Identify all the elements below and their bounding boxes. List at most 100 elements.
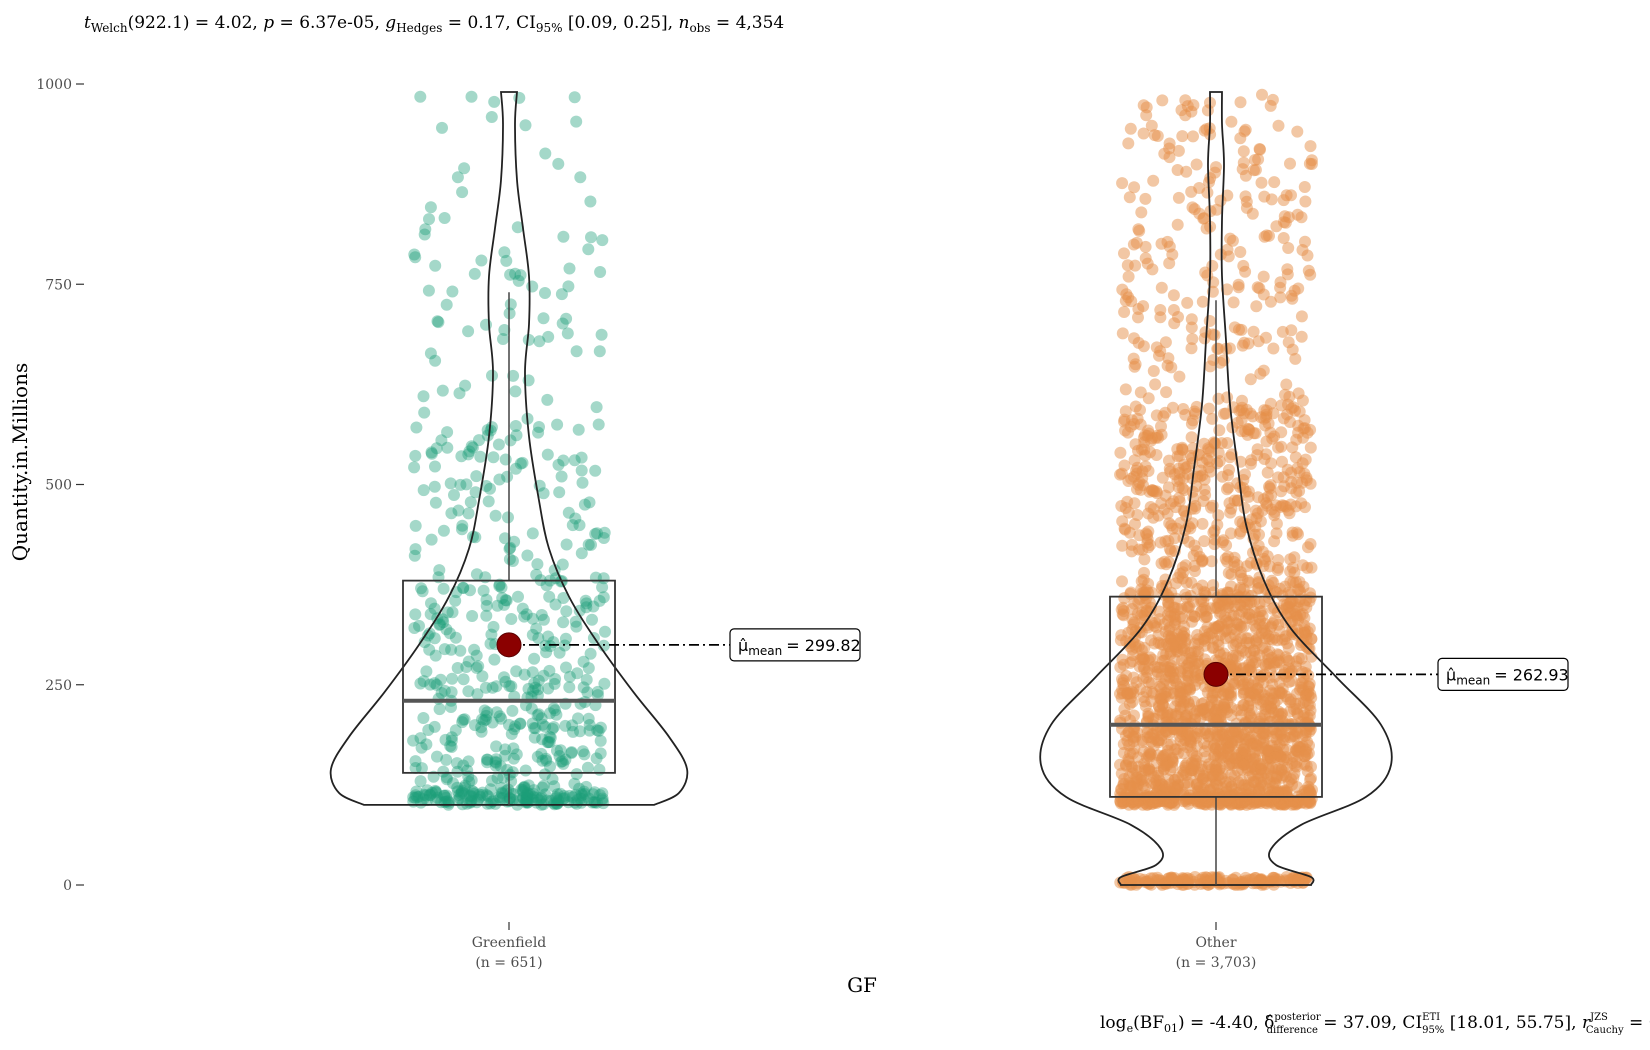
scatter-point xyxy=(527,685,540,697)
scatter-point xyxy=(478,714,490,727)
mean-group-greenfield: μ̂mean = 299.82 xyxy=(496,628,861,662)
scatter-point xyxy=(477,584,490,597)
scatter-point xyxy=(1251,792,1264,805)
scatter-point xyxy=(553,486,566,499)
scatter-point xyxy=(1117,674,1130,687)
scatter-point xyxy=(1132,303,1145,315)
scatter-point xyxy=(531,750,544,763)
scatter-point xyxy=(512,274,525,287)
scatter-point xyxy=(518,781,531,794)
scatter-point xyxy=(498,246,511,259)
scatter-point xyxy=(1268,751,1281,764)
scatter-point xyxy=(1147,728,1160,741)
scatter-point xyxy=(1167,304,1180,316)
scatter-point xyxy=(540,754,553,767)
scatter-point xyxy=(575,464,588,477)
scatter-point xyxy=(1291,687,1303,700)
scatter-point xyxy=(1175,602,1188,615)
scatter-point xyxy=(493,473,506,486)
scatter-point xyxy=(502,511,514,524)
scatter-point xyxy=(539,639,552,652)
scatter-point xyxy=(1164,497,1177,510)
scatter-point xyxy=(482,495,495,508)
scatter-point xyxy=(1295,497,1308,510)
scatter-point xyxy=(456,519,469,532)
scatter-point xyxy=(535,791,548,804)
scatter-point xyxy=(562,796,575,809)
scatter-point xyxy=(1205,695,1218,707)
scatter-point xyxy=(1181,741,1194,754)
scatter-point xyxy=(1136,734,1149,747)
boxplot-greenfield xyxy=(402,292,616,805)
scatter-point xyxy=(1153,349,1165,362)
scatter-point xyxy=(1206,412,1219,425)
scatter-point xyxy=(595,328,608,341)
scatter-point xyxy=(408,622,421,634)
scatter-point xyxy=(1242,632,1254,645)
scatter-point xyxy=(1221,283,1233,296)
scatter-point xyxy=(503,680,516,693)
scatter-point xyxy=(415,762,428,775)
scatter-point xyxy=(530,791,543,804)
scatter-point xyxy=(418,406,431,419)
scatter-point xyxy=(422,284,435,297)
scatter-point xyxy=(1228,560,1241,573)
scatter-point xyxy=(497,771,510,784)
scatter-point xyxy=(1292,583,1305,596)
scatter-point xyxy=(466,610,479,622)
scatter-point xyxy=(1144,539,1156,551)
scatter-point xyxy=(440,623,453,636)
scatter-point xyxy=(539,287,551,299)
scatter-point xyxy=(1118,247,1130,260)
scatter-point xyxy=(532,708,545,721)
scatter-point xyxy=(414,90,427,103)
scatter-point xyxy=(1183,683,1196,695)
scatter-point xyxy=(584,195,597,208)
scatter-point xyxy=(484,637,497,650)
scatter-point xyxy=(496,792,509,805)
scatter-point xyxy=(1127,671,1140,684)
scatter-point xyxy=(422,629,435,642)
scatter-point xyxy=(542,736,555,749)
scatter-point xyxy=(503,553,516,566)
scatter-point xyxy=(499,594,512,607)
scatter-point xyxy=(445,734,458,747)
scatter-point xyxy=(424,608,437,621)
scatter-point xyxy=(533,335,546,348)
scatter-point xyxy=(1139,597,1152,610)
mean-point xyxy=(496,632,522,658)
scatter-point xyxy=(469,719,481,732)
scatter-point xyxy=(507,742,520,755)
scatter-point xyxy=(535,712,548,725)
scatter-point xyxy=(481,706,494,719)
scatter-point xyxy=(1302,541,1314,554)
scatter-point xyxy=(500,594,513,607)
scatter-point xyxy=(527,787,539,800)
scatter-point xyxy=(516,602,529,615)
scatter-point xyxy=(1163,872,1175,885)
scatter-point xyxy=(554,787,567,800)
scatter-point xyxy=(462,685,475,698)
scatter-point xyxy=(1198,585,1211,598)
scatter-point xyxy=(549,598,562,611)
scatter-point xyxy=(1276,733,1289,746)
scatter-point xyxy=(1214,798,1227,811)
scatter-point xyxy=(1301,736,1314,748)
y-axis-title: Quantity.in.Millions xyxy=(8,363,32,561)
violin-other xyxy=(1039,91,1393,886)
scatter-point xyxy=(582,792,595,805)
scatter-point xyxy=(429,649,442,662)
scatter-point xyxy=(1244,373,1257,386)
scatter-point xyxy=(1218,698,1231,711)
scatter-point xyxy=(500,254,513,267)
scatter-point xyxy=(539,752,552,765)
scatter-point xyxy=(582,712,595,725)
scatter-point xyxy=(455,787,468,800)
scatter-point xyxy=(1182,726,1195,739)
scatter-point xyxy=(1161,359,1174,372)
scatter-point xyxy=(581,761,594,774)
scatter-point xyxy=(1275,399,1288,412)
scatter-point xyxy=(1242,699,1255,712)
scatter-point xyxy=(490,753,503,766)
scatter-point xyxy=(514,269,527,282)
